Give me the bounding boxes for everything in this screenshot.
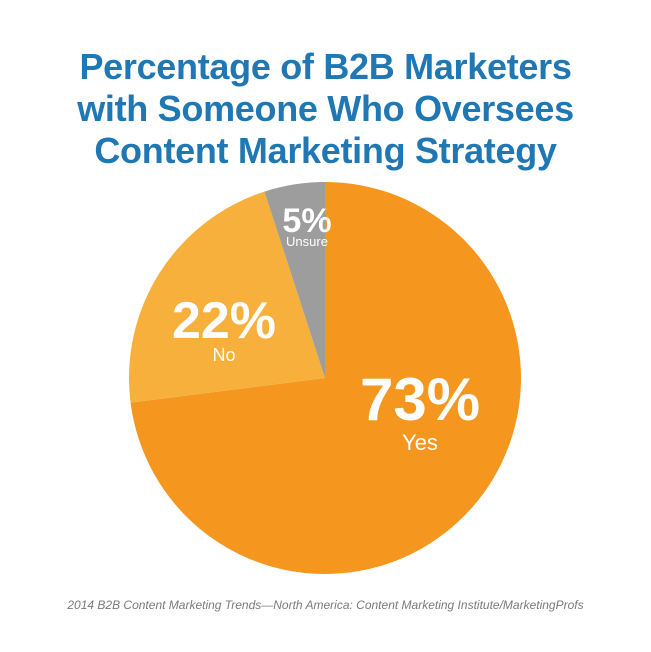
slice-value-label-yes: 73% [360,366,480,433]
chart-title-line-2: with Someone Who Oversees [77,88,574,129]
chart-title: Percentage of B2B Marketers with Someone… [0,46,651,172]
pie-slice-yes [130,182,522,574]
slice-category-label-no: No [212,345,235,365]
pie-slice-no [129,191,325,403]
chart-title-line-1: Percentage of B2B Marketers [79,46,572,87]
pie-slice-unsure [264,182,325,378]
slice-category-label-unsure: Unsure [286,234,328,249]
source-citation: 2014 B2B Content Marketing Trends—North … [67,598,584,612]
chart-title-line-3: Content Marketing Strategy [94,130,557,171]
slice-value-label-unsure: 5% [282,202,331,240]
slice-value-label-no: 22% [172,292,276,350]
slice-category-label-yes: Yes [402,430,438,455]
